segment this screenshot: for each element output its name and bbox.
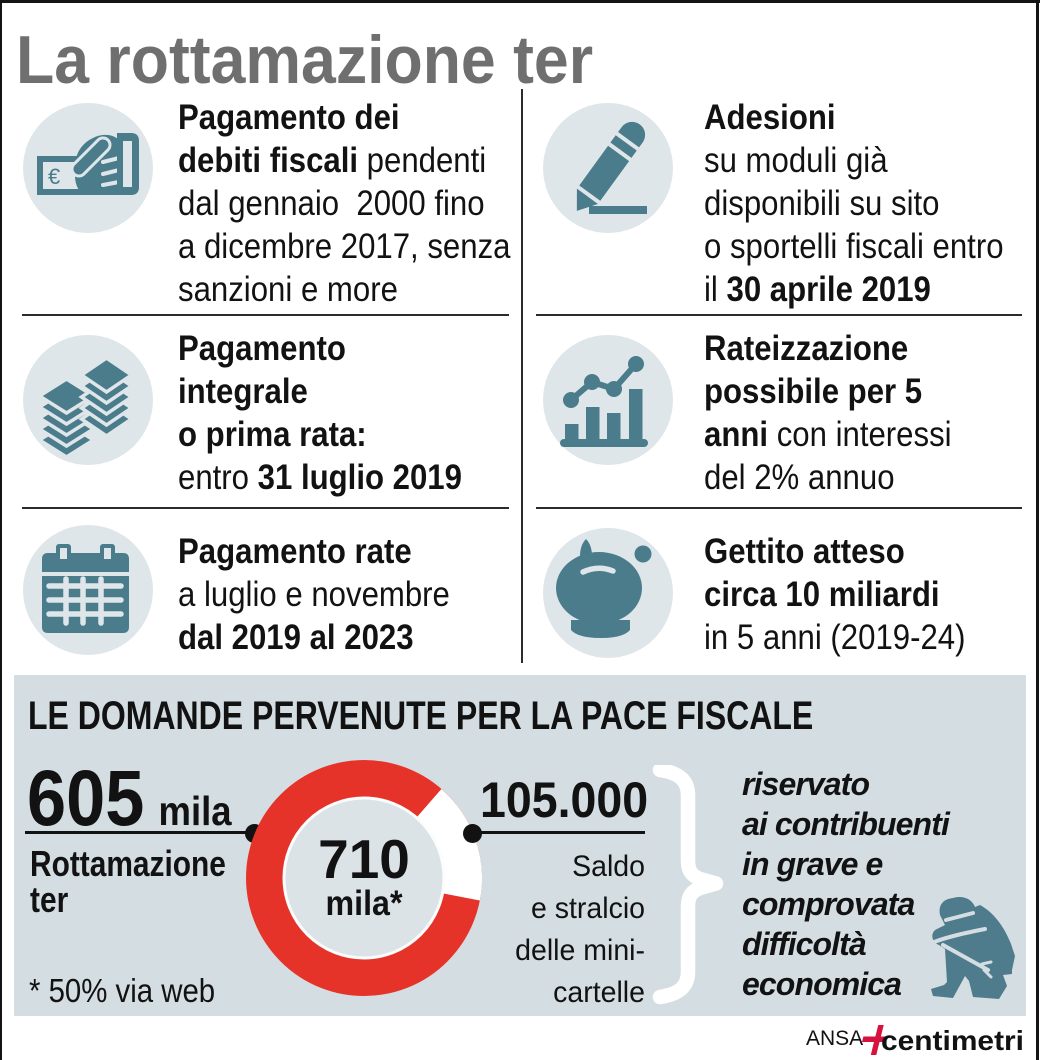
svg-text:centimetri: centimetri — [881, 1025, 1024, 1056]
svg-text:€: € — [48, 164, 60, 189]
